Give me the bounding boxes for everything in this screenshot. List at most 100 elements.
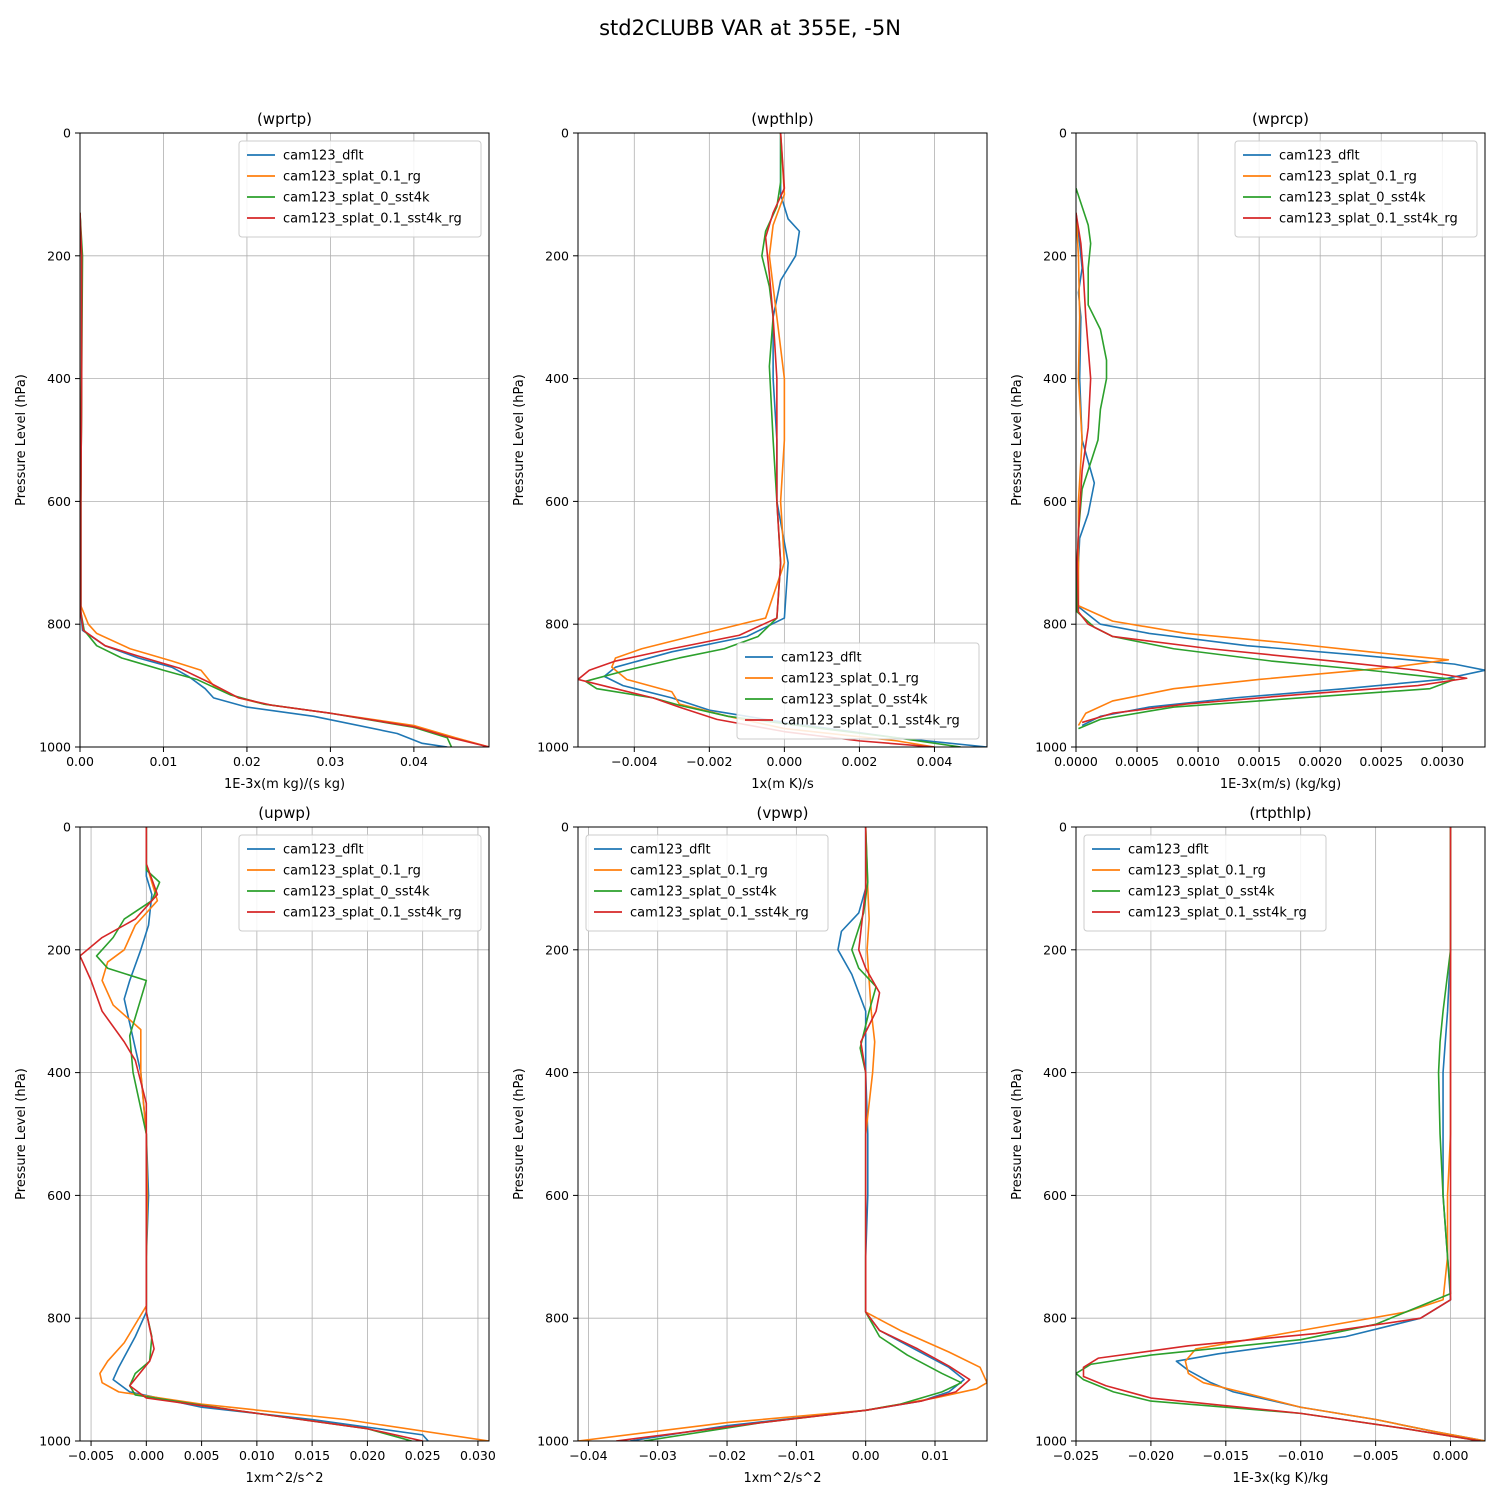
series-line-cam123-splat-0-1-sst4k-rg [80,212,489,747]
figure-title: std2CLUBB VAR at 355E, -5N [599,16,901,40]
x-tick-label: 0.0030 [1420,754,1464,769]
y-tick-label: 600 [545,494,569,509]
legend-label: cam123_dflt [1279,149,1360,164]
series-line-cam123-splat-0-sst4k [80,212,453,747]
legend: cam123_dflt cam123_splat_0.1_rg cam123_spl… [238,140,482,238]
y-axis-label: Pressure Level (hPa) [14,374,29,506]
y-tick-label: 400 [545,1065,569,1080]
y-tick-label: 400 [47,371,71,386]
y-tick-label: 1000 [39,1434,71,1449]
x-tick-label: 0.01 [921,1448,949,1463]
series-line-cam123-splat-0-1-sst4k-rg [578,133,935,747]
legend: cam123_dflt cam123_splat_0.1_rg cam123_spl… [736,642,980,740]
legend-label: cam123_splat_0.1_rg [630,864,768,879]
legend: cam123_dflt cam123_splat_0.1_rg cam123_spl… [1234,140,1478,238]
series-line-cam123-dflt [603,133,987,747]
x-tick-label: 0.000 [128,1448,164,1463]
series-group [80,212,489,747]
x-tick-label: −0.01 [777,1448,815,1463]
x-tick-label: −0.010 [1278,1448,1324,1463]
x-tick-label: −0.002 [686,754,732,769]
panel-title: (rtpthlp) [1249,804,1311,822]
y-tick-label: 400 [47,1065,71,1080]
axes-frame [1075,826,1486,1442]
y-axis-label: Pressure Level (hPa) [512,374,527,506]
x-tick-label: 0.010 [239,1448,275,1463]
legend-box [238,834,482,932]
y-tick-label: 400 [545,371,569,386]
series-group [1076,188,1485,730]
legend-box [238,140,482,238]
y-tick-label: 200 [47,942,71,957]
series-line-cam123-splat-0-1-sst4k-rg [80,827,423,1441]
x-tick-label: −0.004 [611,754,657,769]
x-tick-label: 0.002 [842,754,878,769]
legend-box [1234,140,1478,238]
x-axis-label: 1xm^2/s^2 [743,1471,821,1486]
x-tick-label: 0.0000 [1054,754,1098,769]
axes-frame [79,132,490,748]
x-tick-label: −0.025 [1053,1448,1099,1463]
series-line-cam123-splat-0-1-sst4k-rg [1076,212,1468,724]
panel-4: −0.005 0.000 0.005 0.010 0.015 0.020 0.025 0.03… [14,804,496,1486]
y-tick-label: 0 [561,820,569,835]
legend-label: cam123_splat_0_sst4k [1128,885,1275,900]
series-line-cam123-splat-0-1-sst4k-rg [616,827,971,1441]
x-tick-label: 0.0025 [1359,754,1403,769]
x-axis-label: 1E-3x(m kg)/(s kg) [224,777,345,792]
legend-label: cam123_dflt [630,843,711,858]
series-line-cam123-dflt [629,827,965,1441]
y-tick-label: 0 [63,820,71,835]
legend-box [736,642,980,740]
panel-title: (wprcp) [1252,110,1309,128]
legend: cam123_dflt cam123_splat_0.1_rg cam123_spl… [238,834,482,932]
y-tick-label: 0 [1059,126,1067,141]
y-tick-label: 800 [1043,617,1067,632]
legend-label: cam123_splat_0_sst4k [630,885,777,900]
x-tick-label: 0.000 [766,754,802,769]
y-tick-label: 0 [1059,820,1067,835]
series-line-cam123-splat-0-1-rg [80,212,489,747]
x-tick-label: −0.03 [639,1448,677,1463]
y-tick-label: 800 [545,1311,569,1326]
y-tick-label: 200 [1043,942,1067,957]
legend-label: cam123_splat_0_sst4k [1279,191,1426,206]
series-line-cam123-dflt [80,212,448,747]
legend-label: cam123_splat_0.1_rg [1279,170,1417,185]
legend-box [585,834,829,932]
panel-1: 0.00 0.01 0.02 0.03 0.04 0 200 400 600 800 1000 (wp… [14,110,490,792]
legend: cam123_dflt cam123_splat_0.1_rg cam123_spl… [585,834,829,932]
x-tick-label: 0.03 [316,754,344,769]
y-tick-label: 800 [47,617,71,632]
legend-label: cam123_splat_0.1_rg [283,864,421,879]
y-tick-label: 1000 [1035,740,1067,755]
y-tick-label: 1000 [537,740,569,755]
x-tick-label: −0.005 [1353,1448,1399,1463]
legend-label: cam123_splat_0.1_sst4k_rg [283,906,462,921]
legend-box [1083,834,1327,932]
y-tick-label: 600 [47,1188,71,1203]
panel-title: (wprtp) [257,110,312,128]
y-tick-label: 200 [545,248,569,263]
y-tick-label: 400 [1043,371,1067,386]
panel-5: −0.04 −0.03 −0.02 −0.01 0.00 0.01 0 200 400 600 80… [512,804,988,1486]
x-tick-label: −0.005 [68,1448,114,1463]
legend-label: cam123_splat_0.1_sst4k_rg [781,714,960,729]
legend-label: cam123_splat_0.1_sst4k_rg [1128,906,1307,921]
y-axis-label: Pressure Level (hPa) [1010,1068,1025,1200]
x-tick-label: 0.030 [460,1448,496,1463]
legend-label: cam123_splat_0.1_rg [1128,864,1266,879]
legend-label: cam123_splat_0.1_sst4k_rg [283,212,462,227]
y-tick-label: 800 [545,617,569,632]
x-tick-label: 0.025 [405,1448,441,1463]
y-tick-label: 600 [1043,1188,1067,1203]
series-group [80,827,489,1441]
y-tick-label: 0 [63,126,71,141]
x-tick-label: 0.04 [400,754,428,769]
panel-6: −0.025 −0.020 −0.015 −0.010 −0.005 0.000 0 200 4… [1010,804,1486,1486]
y-axis-label: Pressure Level (hPa) [14,1068,29,1200]
legend-label: cam123_splat_0_sst4k [781,693,928,708]
x-tick-label: −0.04 [569,1448,607,1463]
x-tick-label: 0.015 [294,1448,330,1463]
